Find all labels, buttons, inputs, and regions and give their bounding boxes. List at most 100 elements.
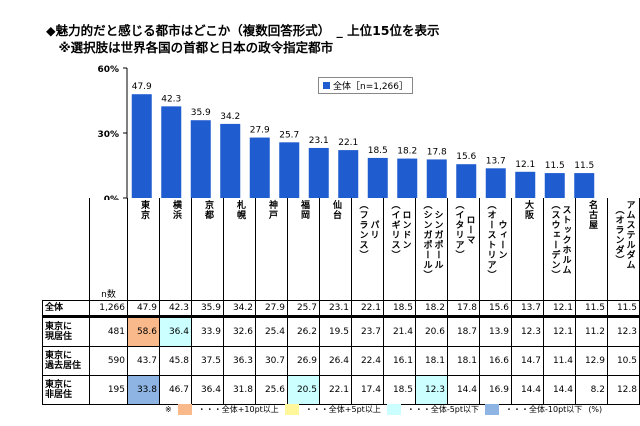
bar-value-label: 34.2 bbox=[220, 112, 240, 122]
value-cell: 33.8 bbox=[127, 375, 160, 405]
value-cell: 30.7 bbox=[255, 346, 288, 376]
bar-value-label: 42.3 bbox=[161, 94, 181, 104]
category-label: アムステルダム （オランダ） bbox=[613, 200, 635, 270]
category-cell: 福岡 bbox=[287, 198, 320, 301]
category-cell: ストックホルム （スウェーデン） bbox=[543, 198, 576, 301]
value-cell: 35.9 bbox=[191, 300, 224, 318]
category-label: シンガポール （シンガポール） bbox=[421, 200, 443, 280]
table-row: 東京に 過去居住 590 43.7 45.8 37.5 36.3 30.7 26.9 26.4 2… bbox=[42, 346, 640, 376]
value-cell: 17.8 bbox=[447, 300, 480, 318]
value-cell: 10.5 bbox=[607, 346, 640, 376]
category-cell: 名古屋 bbox=[575, 198, 608, 301]
value-cell: 47.9 bbox=[127, 300, 160, 318]
value-cell: 25.7 bbox=[287, 300, 320, 318]
value-cell: 16.9 bbox=[479, 375, 512, 405]
chart-title: ◆魅力的だと感じる都市はどこか（複数回答形式） _ 上位15位を表示 ※選択肢は… bbox=[46, 22, 440, 56]
value-cell: 25.6 bbox=[255, 375, 288, 405]
value-cell: 23.7 bbox=[351, 316, 384, 347]
bar-value-label: 27.9 bbox=[250, 126, 270, 136]
value-cell: 43.7 bbox=[127, 346, 160, 376]
note-plus5: ・・・全体+5pt以上 bbox=[304, 405, 381, 414]
value-cell: 12.9 bbox=[575, 346, 608, 376]
bar bbox=[367, 157, 388, 198]
table-row: 東京に 現居住 481 58.6 36.4 33.9 32.6 25.4 26.2 19.5 23… bbox=[42, 316, 640, 347]
value-cell: 23.1 bbox=[319, 300, 352, 318]
bar bbox=[456, 164, 477, 198]
value-cell: 12.3 bbox=[511, 316, 544, 347]
value-cell: 17.4 bbox=[351, 375, 384, 405]
footnote-mark: ※ bbox=[165, 405, 172, 414]
bar-value-label: 47.9 bbox=[132, 82, 152, 92]
value-cell: 18.5 bbox=[383, 300, 416, 318]
category-label: ウィーン （オーストリア） bbox=[485, 200, 507, 280]
value-cell: 45.8 bbox=[159, 346, 192, 376]
value-cell: 26.2 bbox=[287, 316, 320, 347]
value-cell: 11.4 bbox=[543, 346, 576, 376]
category-label: ロンドン （イギリス） bbox=[389, 200, 411, 260]
category-cell: ウィーン （オーストリア） bbox=[479, 198, 512, 301]
value-cell: 36.3 bbox=[223, 346, 256, 376]
footnote-legend: ※ ・・・全体+10pt以上 ・・・全体+5pt以上 ・・・全体-5pt以下 ・… bbox=[165, 404, 602, 415]
bar bbox=[279, 142, 300, 198]
bar-value-label: 12.1 bbox=[515, 160, 535, 170]
category-cell: アムステルダム （オランダ） bbox=[607, 198, 640, 301]
bar-value-label: 17.8 bbox=[427, 147, 447, 157]
category-cell: 仙台 bbox=[319, 198, 352, 301]
value-cell: 26.9 bbox=[287, 346, 320, 376]
category-label: ローマ （イタリア） bbox=[453, 200, 475, 260]
note-minus10: ・・・全体-10pt以下 bbox=[505, 405, 583, 414]
value-cell: 16.1 bbox=[383, 346, 416, 376]
bar bbox=[190, 120, 211, 198]
bar bbox=[338, 150, 359, 198]
category-label: 京都 bbox=[203, 200, 213, 220]
category-cell: 神戸 bbox=[255, 198, 288, 301]
bar bbox=[308, 147, 329, 198]
value-cell: 12.3 bbox=[415, 375, 448, 405]
value-cell: 18.1 bbox=[447, 346, 480, 376]
value-cell: 18.7 bbox=[447, 316, 480, 347]
bar-chart: 60% 30% 0% 47.9 42.3 35.9 34.2 27.9 25.7 23.1 22.1… bbox=[97, 65, 594, 200]
row-label: 東京に 過去居住 bbox=[42, 346, 90, 376]
swatch-plus5 bbox=[284, 404, 299, 415]
category-label: 横浜 bbox=[171, 200, 181, 220]
data-table: n数 東京 横浜 京都 札幌 神戸 福岡 仙台 パリ （フランス） ロンドン （イギリス） シンガポ… bbox=[42, 198, 640, 405]
swatch-plus10 bbox=[177, 404, 192, 415]
bar bbox=[220, 123, 241, 198]
value-cell: 37.5 bbox=[191, 346, 224, 376]
value-cell: 12.1 bbox=[543, 300, 576, 318]
n-cell: 195 bbox=[89, 375, 128, 405]
y-tick-label: 60% bbox=[97, 65, 119, 75]
bar bbox=[161, 106, 182, 198]
value-cell: 16.6 bbox=[479, 346, 512, 376]
bar-value-label: 11.5 bbox=[545, 161, 565, 171]
bar-value-label: 35.9 bbox=[191, 108, 211, 118]
bar bbox=[131, 94, 152, 198]
title-line-1: ◆魅力的だと感じる都市はどこか（複数回答形式） _ 上位15位を表示 bbox=[46, 23, 440, 38]
category-label: 神戸 bbox=[267, 200, 277, 220]
value-cell: 20.5 bbox=[287, 375, 320, 405]
category-label: パリ （フランス） bbox=[357, 200, 379, 260]
n-cell: 1,266 bbox=[89, 300, 128, 318]
category-label: 名古屋 bbox=[587, 200, 597, 230]
bar bbox=[515, 171, 536, 198]
value-cell: 19.5 bbox=[319, 316, 352, 347]
category-label: 東京 bbox=[139, 200, 149, 220]
value-cell: 32.6 bbox=[223, 316, 256, 347]
bar-value-label: 18.2 bbox=[397, 147, 417, 157]
category-label: 札幌 bbox=[235, 200, 245, 220]
bar-value-label: 15.6 bbox=[456, 152, 476, 162]
bar-value-label: 18.5 bbox=[368, 146, 388, 156]
value-cell: 46.7 bbox=[159, 375, 192, 405]
row-label: 東京に 現居住 bbox=[42, 316, 90, 347]
value-cell: 27.9 bbox=[255, 300, 288, 318]
row-label: 東京に 非居住 bbox=[42, 375, 90, 405]
swatch-minus5 bbox=[386, 404, 401, 415]
value-cell: 26.4 bbox=[319, 346, 352, 376]
bar bbox=[249, 137, 270, 198]
value-cell: 14.4 bbox=[511, 375, 544, 405]
value-cell: 11.2 bbox=[575, 316, 608, 347]
y-tick-label: 0% bbox=[104, 195, 119, 200]
table-row: 東京に 非居住 195 33.8 46.7 36.4 31.8 25.6 20.5 22.1 17… bbox=[42, 375, 640, 405]
category-label: 福岡 bbox=[299, 200, 309, 220]
bar-value-label: 22.1 bbox=[338, 138, 358, 148]
